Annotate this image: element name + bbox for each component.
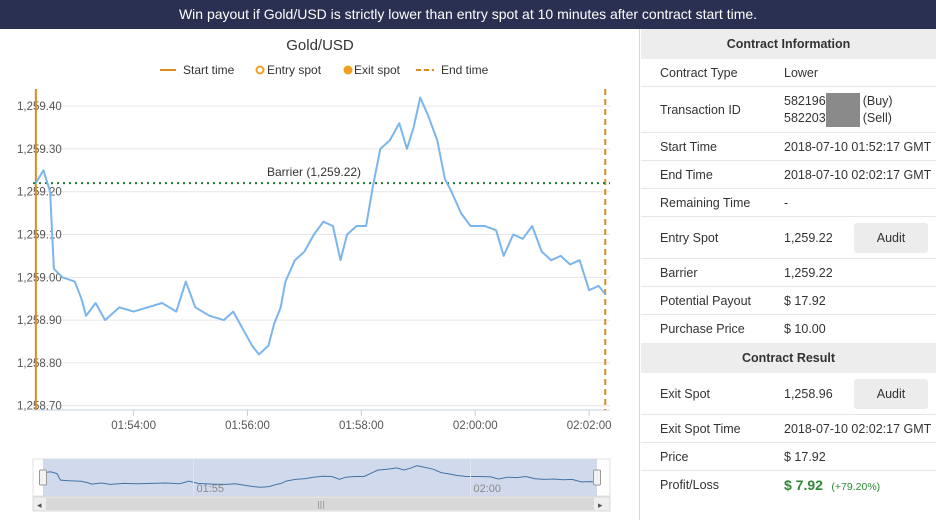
exit-spot-time-row: Exit Spot Time 2018-07-10 02:02:17 GMT — [641, 415, 936, 443]
x-tick-label: 02:00:00 — [453, 420, 498, 432]
barrier-value: 1,259.22 — [784, 265, 833, 280]
entry-spot-label: Entry Spot — [660, 230, 719, 245]
legend-exit-spot: Exit spot — [354, 63, 401, 77]
legend-swatch — [343, 65, 353, 75]
navigator-tick-label: 01:55 — [197, 483, 225, 495]
barrier-label: Barrier — [660, 265, 698, 280]
profit-loss-row: Profit/Loss $ 7.92 (+79.20%) — [641, 471, 936, 499]
contract-type-value: Lower — [784, 65, 819, 80]
x-tick-label: 01:56:00 — [225, 420, 270, 432]
potential-payout-value: $ 17.92 — [784, 293, 826, 308]
chart-pane: Gold/USD Start time Entry spot Exit spot En… — [0, 29, 640, 520]
plot-area: Barrier (1,259.22) — [33, 89, 610, 410]
y-axis: 1,258.70 1,258.80 1,258.90 1,259.00 1,259.10… — [17, 101, 62, 413]
legend-swatch — [255, 65, 265, 75]
transaction-id-row: Transaction ID 582196 (Buy) 582203 (Sell… — [641, 87, 936, 133]
exit-spot-time-value: 2018-07-10 02:02:17 GMT — [784, 421, 932, 436]
remaining-time-row: Remaining Time - — [641, 189, 936, 217]
start-time-value: 2018-07-10 01:52:17 GMT — [784, 139, 932, 154]
price-value: $ 17.92 — [784, 449, 826, 464]
redacted-block — [825, 109, 860, 127]
price-chart: Gold/USD Start time Entry spot Exit spot En… — [17, 37, 612, 512]
exit-spot-time-label: Exit Spot Time — [660, 421, 741, 436]
navigator-scrollbar-thumb[interactable] — [46, 498, 594, 510]
remaining-time-value: - — [784, 195, 789, 210]
start-time-row: Start Time 2018-07-10 01:52:17 GMT — [641, 133, 936, 161]
profit-loss-label: Profit/Loss — [660, 478, 720, 492]
chart-title: Gold/USD — [286, 37, 354, 54]
profit-loss-value: $ 7.92 — [784, 477, 823, 493]
profit-loss-percent: (+79.20%) — [831, 481, 881, 493]
y-tick-label: 1,259.30 — [17, 144, 62, 156]
legend-entry-spot: Entry spot — [267, 63, 322, 77]
contract-type-row: Contract Type Lower — [641, 59, 936, 87]
scroll-left-arrow-icon[interactable]: ◂ — [37, 501, 42, 511]
x-axis: 01:54:00 01:56:00 01:58:00 02:00:00 02:02:00 — [33, 409, 612, 432]
end-time-label: End Time — [660, 167, 713, 182]
start-time-label: Start Time — [660, 139, 717, 154]
scroll-right-arrow-icon[interactable]: ▸ — [598, 501, 603, 511]
entry-spot-value: 1,259.22 — [784, 230, 833, 245]
contract-information-heading: Contract Information — [641, 29, 936, 59]
navigator-right-handle[interactable] — [593, 469, 601, 486]
end-time-value: 2018-07-10 02:02:17 GMT — [784, 167, 932, 182]
contract-type-label: Contract Type — [660, 65, 738, 80]
navigator-left-handle[interactable] — [39, 469, 47, 486]
sell-tag: (Sell) — [862, 111, 892, 125]
exit-spot-row: Exit Spot 1,258.96 Audit — [641, 373, 936, 415]
price-row: Price $ 17.92 — [641, 443, 936, 471]
price-label: Price — [660, 449, 689, 464]
y-tick-label: 1,258.90 — [17, 315, 62, 327]
chart-gridlines — [33, 105, 610, 407]
potential-payout-label: Potential Payout — [660, 293, 752, 308]
exit-spot-value: 1,258.96 — [784, 386, 833, 401]
contract-description-banner: Win payout if Gold/USD is strictly lower… — [0, 0, 936, 29]
y-tick-label: 1,258.80 — [17, 358, 62, 370]
contract-info-panel: Contract Information Contract Type Lower… — [641, 29, 936, 520]
redacted-block — [825, 92, 860, 110]
x-tick-label: 01:54:00 — [111, 420, 156, 432]
transaction-id-label: Transaction ID — [660, 102, 741, 117]
chart-legend: Start time Entry spot Exit spot End time — [160, 63, 489, 77]
exit-spot-audit-button[interactable]: Audit — [854, 378, 928, 409]
y-tick-label: 1,258.70 — [17, 401, 62, 413]
x-tick-label: 02:02:00 — [567, 420, 612, 432]
scroll-grip-icon: ||| — [317, 500, 325, 509]
price-series-line — [34, 96, 607, 356]
purchase-price-label: Purchase Price — [660, 322, 745, 336]
barrier-row: Barrier 1,259.22 — [641, 259, 936, 287]
chart-navigator[interactable]: 01:55 02:00 ◂ ▸ ||| — [32, 458, 611, 512]
legend-end-time: End time — [441, 63, 489, 77]
barrier-label: Barrier (1,259.22) — [267, 165, 361, 179]
sell-transaction-id: 582203 — [784, 111, 826, 125]
exit-spot-label: Exit Spot — [660, 386, 711, 401]
remaining-time-label: Remaining Time — [660, 195, 751, 210]
purchase-price-value: $ 10.00 — [784, 322, 826, 336]
buy-tag: (Buy) — [862, 94, 893, 108]
y-tick-label: 1,259.20 — [17, 187, 62, 199]
potential-payout-row: Potential Payout $ 17.92 — [641, 287, 936, 315]
navigator-series — [42, 465, 598, 488]
entry-spot-row: Entry Spot 1,259.22 Audit — [641, 217, 936, 259]
navigator-tick-label: 02:00 — [474, 483, 502, 495]
contract-result-heading: Contract Result — [641, 343, 936, 373]
y-tick-label: 1,259.10 — [17, 230, 62, 242]
buy-transaction-id: 582196 — [784, 94, 826, 108]
y-tick-label: 1,259.00 — [17, 272, 62, 284]
legend-start-time: Start time — [183, 63, 235, 77]
purchase-price-row: Purchase Price $ 10.00 — [641, 315, 936, 343]
end-time-row: End Time 2018-07-10 02:02:17 GMT — [641, 161, 936, 189]
entry-spot-audit-button[interactable]: Audit — [854, 222, 928, 253]
x-tick-label: 01:58:00 — [339, 420, 384, 432]
y-tick-label: 1,259.40 — [17, 101, 62, 113]
